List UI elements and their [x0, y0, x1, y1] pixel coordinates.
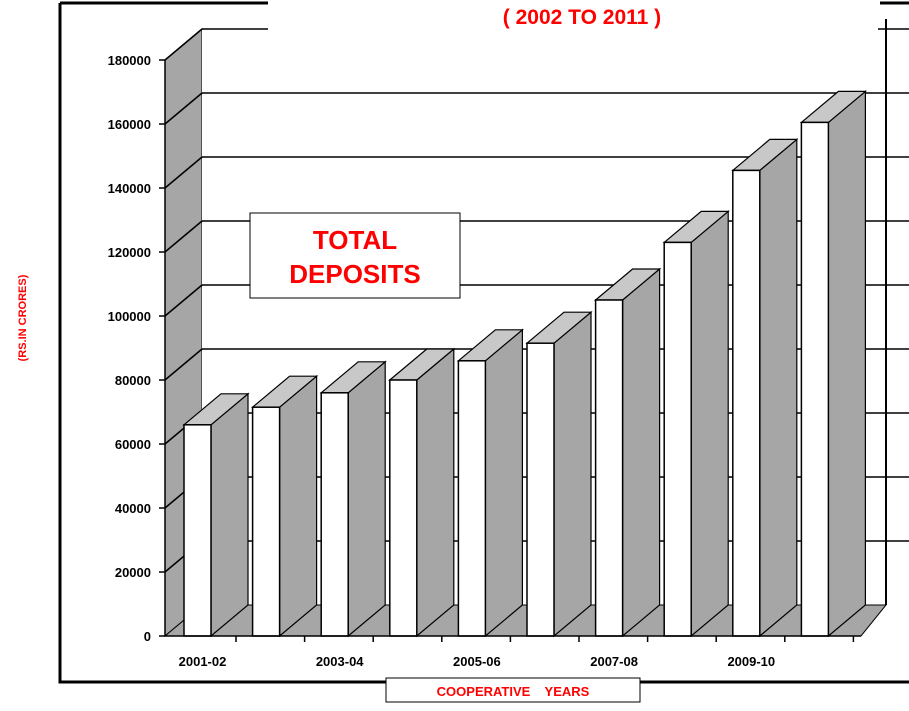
- bar-front: [800, 121, 830, 637]
- bar-front: [732, 169, 761, 637]
- gridline-depth: [164, 28, 203, 61]
- bar: [662, 210, 730, 638]
- bar: [388, 347, 456, 638]
- bar-side: [827, 90, 867, 638]
- bar-front: [663, 241, 692, 637]
- bar-side: [553, 310, 592, 638]
- y-tick-label: 60000: [115, 437, 151, 452]
- y-tick-label: 40000: [115, 501, 151, 516]
- y-tick-label: 180000: [108, 53, 151, 68]
- y-tick-label: 160000: [108, 117, 151, 132]
- bar: [456, 328, 525, 638]
- x-tick-label: 2001-02: [179, 654, 227, 669]
- title-background: [268, 0, 878, 34]
- x-tick-label: 2003-04: [316, 654, 364, 669]
- gridline-depth: [164, 156, 203, 189]
- annotation-text-line-2: DEPOSITS: [289, 259, 420, 289]
- bar-front: [320, 392, 349, 637]
- bar: [731, 138, 799, 638]
- bar-side: [759, 138, 798, 638]
- y-tick-label: 20000: [115, 565, 151, 580]
- x-tick-label: 2007-08: [590, 654, 638, 669]
- gridline-depth: [164, 284, 203, 317]
- bar-front: [183, 424, 212, 637]
- x-axis-label: COOPERATIVE YEARS: [437, 684, 590, 699]
- annotation-box: [249, 212, 461, 299]
- bar-side: [621, 267, 661, 638]
- y-tick-label: 120000: [108, 245, 151, 260]
- bar-front: [526, 342, 555, 637]
- gridline-depth: [164, 92, 203, 125]
- y-tick-label: 80000: [115, 373, 151, 388]
- bar-side: [347, 360, 386, 638]
- x-tick-label: 2005-06: [453, 654, 501, 669]
- bar-front: [594, 299, 624, 637]
- gridline-depth: [164, 348, 203, 381]
- bar-front: [251, 406, 281, 637]
- chart-title: ( 2002 TO 2011 ): [503, 6, 661, 29]
- bar-side: [279, 374, 318, 638]
- bar: [250, 374, 319, 638]
- bar-side: [210, 392, 249, 638]
- bar-side: [690, 210, 729, 638]
- bar-front: [389, 379, 418, 637]
- bar: [593, 267, 662, 638]
- annotation-text-line-1: TOTAL: [313, 225, 397, 255]
- bar: [319, 360, 387, 638]
- y-axis-label: (RS.IN CRORES): [17, 274, 29, 361]
- bars: [182, 90, 868, 638]
- y-tick-label: 140000: [108, 181, 151, 196]
- y-tick-label: 100000: [108, 309, 151, 324]
- bar-side: [484, 328, 524, 638]
- bar-side: [416, 347, 455, 638]
- bar: [182, 392, 250, 638]
- axes: 0 20000 40000 60000 80000 100000 120000 140000 1…: [108, 53, 861, 669]
- x-tick-label: 2009-10: [727, 654, 775, 669]
- bar-front: [457, 360, 487, 637]
- x-axis-label-box: [385, 677, 641, 703]
- gridline-depth: [164, 220, 203, 253]
- bar: [799, 90, 868, 638]
- y-tick-label: 0: [144, 629, 151, 644]
- bar: [525, 310, 593, 638]
